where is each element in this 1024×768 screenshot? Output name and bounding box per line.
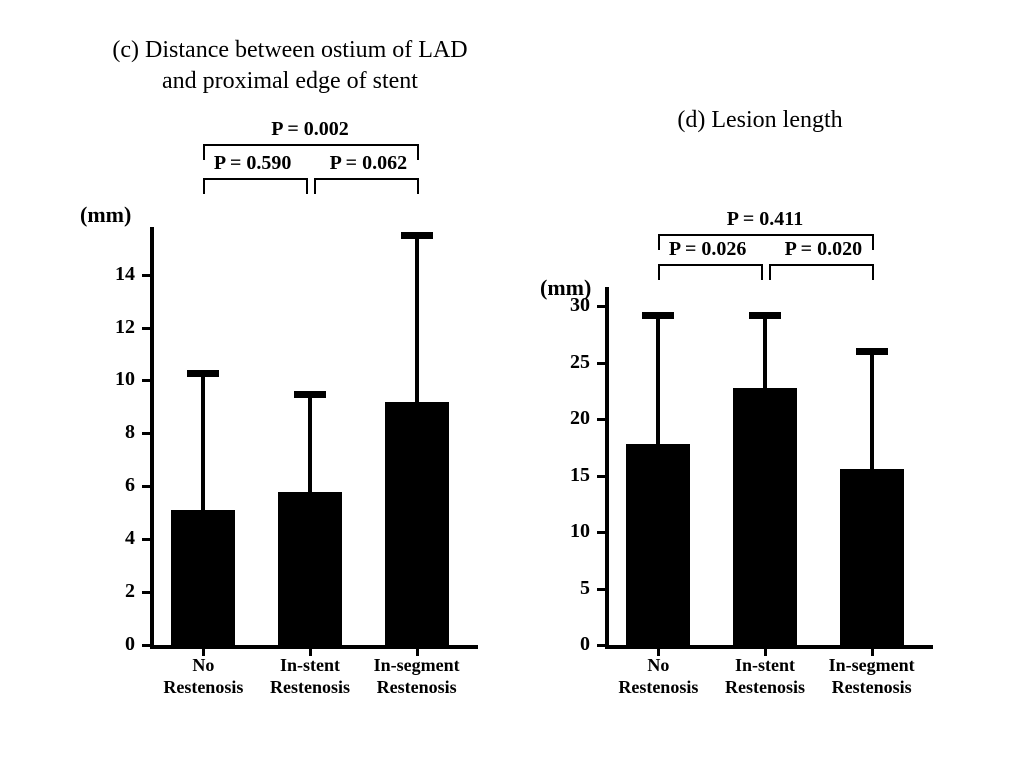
x-tick [764, 649, 767, 656]
category-label: NoRestenosis [150, 655, 257, 698]
bracket-leg [872, 264, 874, 280]
error-bar [763, 315, 767, 387]
panel-c-y-unit: (mm) [80, 202, 131, 228]
bracket [203, 144, 418, 146]
y-tick-label: 10 [95, 368, 135, 391]
y-tick [142, 274, 150, 277]
category-label: NoRestenosis [605, 655, 712, 698]
p-value-top: P = 0.002 [203, 118, 416, 141]
error-cap [187, 370, 219, 377]
bar [626, 444, 690, 645]
bracket [203, 178, 308, 180]
p-value-right: P = 0.020 [763, 238, 884, 261]
y-tick-label: 25 [550, 351, 590, 374]
error-bar [308, 394, 312, 492]
y-tick [142, 327, 150, 330]
bracket-leg [306, 178, 308, 194]
bracket [314, 178, 419, 180]
error-bar [870, 351, 874, 468]
bracket [658, 264, 763, 266]
y-tick [597, 588, 605, 591]
error-cap [749, 312, 781, 319]
y-tick [597, 362, 605, 365]
y-tick-label: 10 [550, 520, 590, 543]
bar [278, 492, 342, 645]
x-tick [309, 649, 312, 656]
bracket-leg [769, 264, 771, 280]
x-axis [150, 645, 478, 649]
category-label: In-segmentRestenosis [363, 655, 470, 698]
bracket-leg [761, 264, 763, 280]
panel-c-title-line2: and proximal edge of stent [162, 68, 418, 94]
bracket-leg [658, 264, 660, 280]
y-tick [142, 538, 150, 541]
y-tick [142, 485, 150, 488]
bracket [769, 264, 874, 266]
p-value-left: P = 0.590 [193, 152, 312, 175]
x-axis [605, 645, 933, 649]
x-tick [416, 649, 419, 656]
y-tick-label: 14 [95, 263, 135, 286]
y-tick [142, 379, 150, 382]
bracket [658, 234, 873, 236]
error-cap [642, 312, 674, 319]
y-axis [605, 287, 609, 649]
y-tick-label: 0 [95, 633, 135, 656]
p-value-left: P = 0.026 [648, 238, 767, 261]
bracket-leg [203, 178, 205, 194]
x-tick [657, 649, 660, 656]
y-tick-label: 8 [95, 421, 135, 444]
panel-c-title: (c) Distance between ostium of LAD and p… [90, 35, 490, 97]
bar [840, 469, 904, 645]
y-tick-label: 20 [550, 407, 590, 430]
y-tick-label: 12 [95, 316, 135, 339]
error-cap [856, 348, 888, 355]
error-cap [294, 391, 326, 398]
x-tick [871, 649, 874, 656]
y-tick [597, 644, 605, 647]
bar [733, 388, 797, 645]
error-cap [401, 232, 433, 239]
error-bar [415, 235, 419, 402]
y-tick [597, 531, 605, 534]
y-tick-label: 0 [550, 633, 590, 656]
y-tick [597, 475, 605, 478]
y-axis [150, 227, 154, 649]
y-tick [597, 418, 605, 421]
bar [385, 402, 449, 645]
bracket-leg [417, 178, 419, 194]
y-tick-label: 2 [95, 580, 135, 603]
y-tick-label: 15 [550, 464, 590, 487]
y-tick [142, 432, 150, 435]
panel-d-title: (d) Lesion length [600, 105, 920, 136]
y-tick [142, 644, 150, 647]
y-tick [597, 305, 605, 308]
y-tick-label: 30 [550, 294, 590, 317]
error-bar [201, 373, 205, 511]
y-tick-label: 5 [550, 577, 590, 600]
y-tick [142, 591, 150, 594]
category-label: In-stentRestenosis [712, 655, 819, 698]
panel-c-title-line1: (c) Distance between ostium of LAD [112, 37, 467, 63]
bar [171, 510, 235, 645]
category-label: In-stentRestenosis [257, 655, 364, 698]
y-tick-label: 6 [95, 474, 135, 497]
error-bar [656, 315, 660, 444]
y-tick-label: 4 [95, 527, 135, 550]
p-value-top: P = 0.411 [658, 208, 871, 231]
panel-d-title-line1: (d) Lesion length [677, 107, 842, 133]
p-value-right: P = 0.062 [308, 152, 429, 175]
category-label: In-segmentRestenosis [818, 655, 925, 698]
bracket-leg [314, 178, 316, 194]
x-tick [202, 649, 205, 656]
